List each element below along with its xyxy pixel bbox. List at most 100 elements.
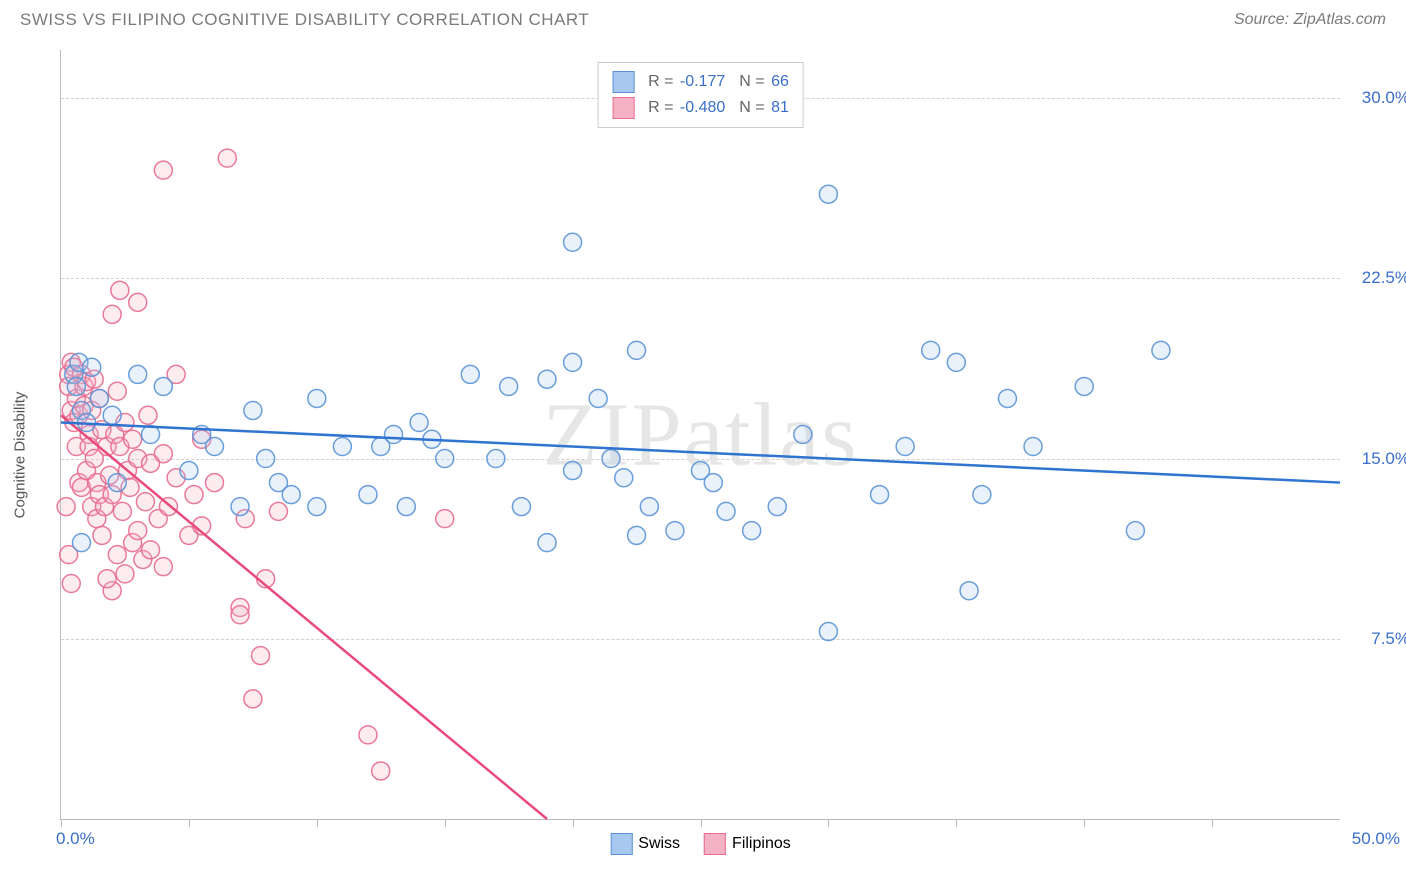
filipinos-point [113,502,131,520]
swiss-r-value: -0.177 [680,73,725,90]
filipinos-point [231,606,249,624]
swiss-point [998,389,1016,407]
swiss-point [108,474,126,492]
filipinos-n-value: 81 [771,99,789,116]
filipinos-point [62,574,80,592]
swiss-point [564,233,582,251]
swiss-point [615,469,633,487]
swiss-point [768,498,786,516]
swiss-point [743,522,761,540]
swiss-point [231,498,249,516]
swiss-point [538,534,556,552]
swiss-point [1075,377,1093,395]
swatch-filipinos-icon [612,97,634,119]
swiss-point [628,526,646,544]
swiss-n-value: 66 [771,73,789,90]
filipinos-point [218,149,236,167]
swiss-point [487,450,505,468]
filipinos-point [93,526,111,544]
swatch-filipinos-bottom-icon [704,833,726,855]
filipinos-point [269,502,287,520]
swiss-point [960,582,978,600]
filipinos-point [124,430,142,448]
swiss-point [500,377,518,395]
swiss-point [1152,341,1170,359]
swiss-point [1024,438,1042,456]
swiss-label: Swiss [638,835,680,853]
filipinos-label: Filipinos [732,835,791,853]
swatch-swiss-icon [612,71,634,93]
swiss-point [154,377,172,395]
filipinos-point [359,726,377,744]
swiss-point [819,623,837,641]
filipinos-point [205,474,223,492]
filipinos-trendline [61,415,547,819]
x-tick-mark [1212,819,1213,827]
filipinos-point [111,281,129,299]
swiss-point [308,389,326,407]
filipinos-point [154,558,172,576]
swiss-point [947,353,965,371]
swiss-point [410,413,428,431]
filipinos-point [129,293,147,311]
filipinos-point [57,498,75,516]
swiss-point [385,426,403,444]
filipinos-point [154,445,172,463]
swiss-point [564,353,582,371]
swiss-point [794,426,812,444]
filipinos-point [185,486,203,504]
swiss-point [83,358,101,376]
swiss-point [205,438,223,456]
swiss-point [67,377,85,395]
filipinos-point [436,510,454,528]
plot-area: ZIPatlas R = -0.177 N = 66 R = -0.480 N … [60,50,1340,820]
swiss-point [717,502,735,520]
swiss-point [461,365,479,383]
swiss-point [564,462,582,480]
swiss-point [72,534,90,552]
filipinos-point [372,762,390,780]
x-tick-mark [573,819,574,827]
x-tick-mark [61,819,62,827]
swiss-point [1126,522,1144,540]
swiss-point [103,406,121,424]
swiss-point [282,486,300,504]
filipinos-r-value: -0.480 [680,99,725,116]
filipinos-point [108,546,126,564]
filipinos-point [139,406,157,424]
x-min-label: 0.0% [56,829,95,849]
y-tick-label: 22.5% [1362,268,1406,288]
filipinos-point [108,382,126,400]
x-tick-mark [701,819,702,827]
swiss-point [308,498,326,516]
filipinos-point [103,305,121,323]
series-legend: Swiss Filipinos [610,833,790,855]
swiss-point [589,389,607,407]
chart-title: SWISS VS FILIPINO COGNITIVE DISABILITY C… [20,10,589,30]
x-tick-mark [317,819,318,827]
x-max-label: 50.0% [1352,829,1400,849]
x-tick-mark [828,819,829,827]
swiss-point [896,438,914,456]
filipinos-point [252,647,270,665]
y-tick-label: 7.5% [1371,629,1406,649]
swiss-point [819,185,837,203]
x-tick-mark [1084,819,1085,827]
x-tick-mark [956,819,957,827]
swiss-point [257,450,275,468]
swiss-point [628,341,646,359]
swatch-swiss-bottom-icon [610,833,632,855]
y-tick-label: 30.0% [1362,88,1406,108]
swiss-point [640,498,658,516]
legend-row-filipinos: R = -0.480 N = 81 [608,95,793,121]
swiss-point [90,389,108,407]
correlation-legend: R = -0.177 N = 66 R = -0.480 N = 81 [597,62,804,128]
y-tick-label: 15.0% [1362,449,1406,469]
filipinos-point [116,565,134,583]
swiss-point [333,438,351,456]
x-tick-mark [445,819,446,827]
legend-row-swiss: R = -0.177 N = 66 [608,69,793,95]
swiss-point [666,522,684,540]
swiss-point [436,450,454,468]
swiss-point [871,486,889,504]
